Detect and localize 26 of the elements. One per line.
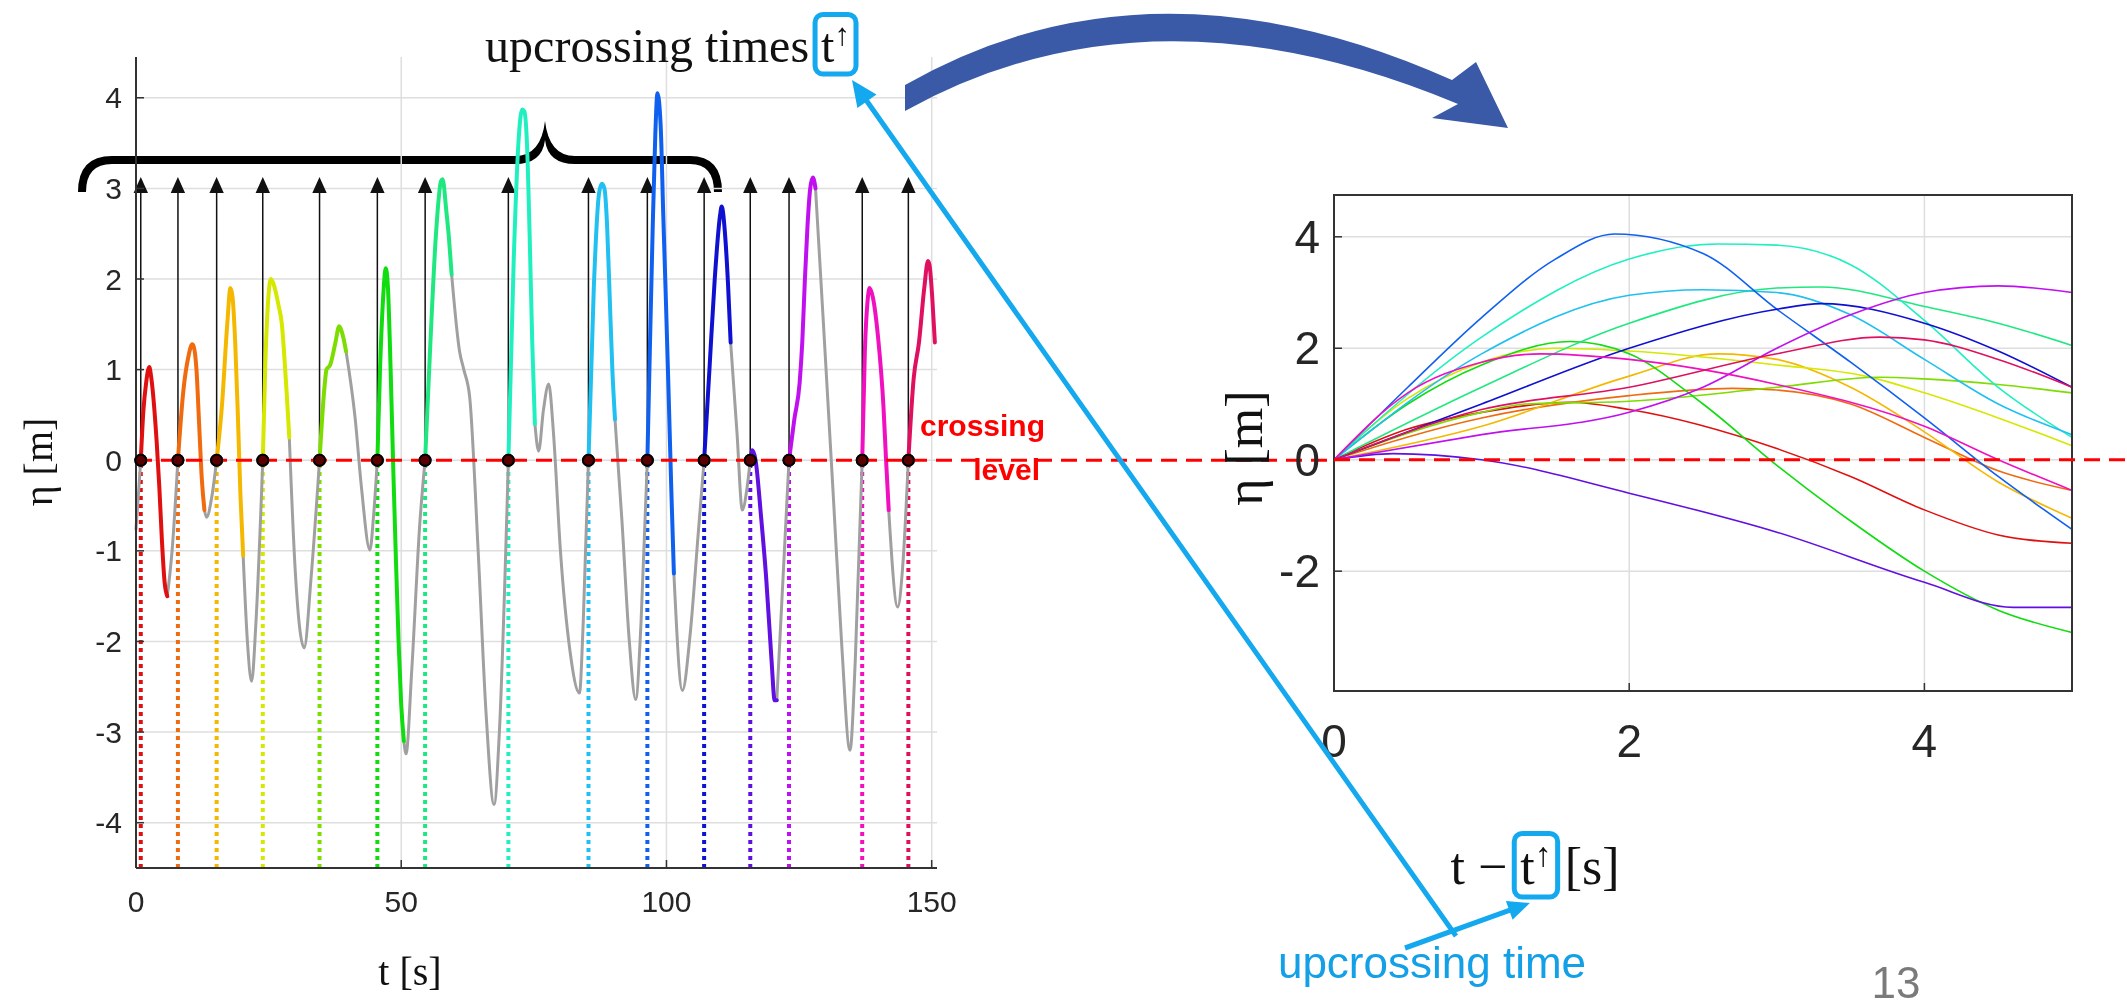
text: 13 xyxy=(1871,958,1921,1000)
x-tick-label: 4 xyxy=(1911,715,1938,767)
y-tick-label: -1 xyxy=(95,534,122,568)
x-axis-title: t − t$^{↑}$ [s] xyxy=(1450,835,1620,895)
annotation: upcrossing times t$^{↑}$ xyxy=(485,16,850,72)
y-tick-label: -2 xyxy=(95,624,122,658)
x-tick-label: 0 xyxy=(127,885,145,918)
y-tick-label: 1 xyxy=(105,353,122,387)
y-tick-label: 3 xyxy=(105,171,122,205)
x-tick-label: 50 xyxy=(384,885,418,918)
x-tick-label: 2 xyxy=(1616,715,1642,767)
y-tick-label: 2 xyxy=(1294,322,1320,375)
x-tick-label: 100 xyxy=(641,885,692,918)
text: upcrossing time xyxy=(1277,938,1587,987)
y-tick-label: 4 xyxy=(1294,210,1320,263)
x-tick-label: 150 xyxy=(906,885,957,918)
y-tick-label: -4 xyxy=(95,806,122,840)
y-tick-label: 4 xyxy=(105,81,122,115)
y-tick-label: 2 xyxy=(105,262,122,296)
y-axis-title: η [m] xyxy=(1216,390,1273,506)
y-tick-label: 0 xyxy=(105,443,122,477)
x-axis-title: t [s] xyxy=(378,949,442,994)
y-tick-label: -3 xyxy=(95,715,122,749)
y-axis-title: η [m] xyxy=(16,417,61,507)
y-tick-label: -2 xyxy=(1279,545,1320,598)
ref-line-label: crossing level xyxy=(919,409,1045,487)
